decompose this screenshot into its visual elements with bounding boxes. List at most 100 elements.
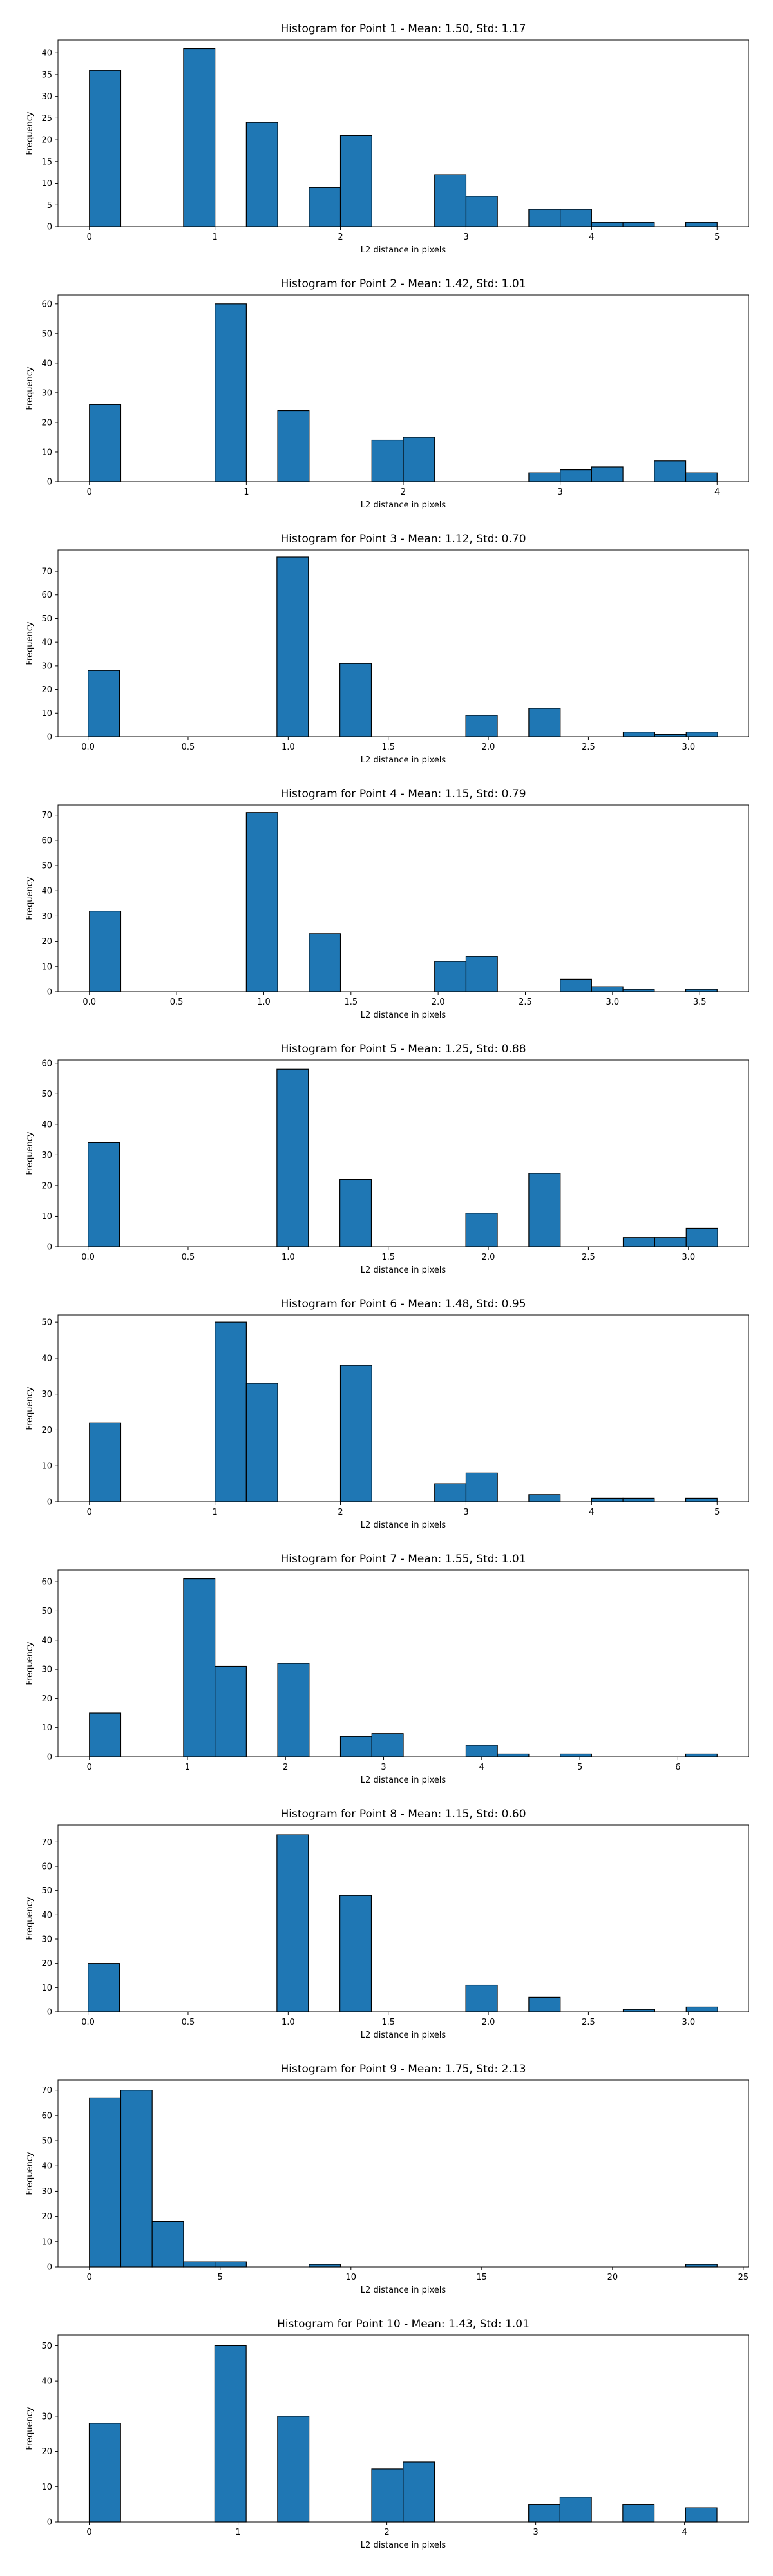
x-tick-label: 2.0 xyxy=(482,743,495,752)
histogram-bar xyxy=(277,2416,310,2523)
y-tick-label: 50 xyxy=(41,614,52,624)
y-axis-label: Frequency xyxy=(25,1132,35,1175)
x-tick-label: 10 xyxy=(346,2273,357,2282)
x-tick-label: 0.0 xyxy=(82,998,96,1007)
x-tick-label: 4 xyxy=(589,1508,594,1517)
x-axis-label: L2 distance in pixels xyxy=(361,755,446,764)
x-axis-label: L2 distance in pixels xyxy=(361,2541,446,2550)
x-axis-label: L2 distance in pixels xyxy=(361,2031,446,2040)
bars xyxy=(88,556,718,737)
histogram-bar xyxy=(622,222,655,227)
axes-frame xyxy=(57,39,749,227)
histogram-bar xyxy=(622,2504,655,2523)
chart-title: Histogram for Point 4 - Mean: 1.15, Std:… xyxy=(280,788,526,800)
histogram-bar xyxy=(654,1237,687,1247)
y-tick-label: 70 xyxy=(41,1838,52,1848)
histogram-bar xyxy=(654,460,687,482)
histogram-bar xyxy=(685,472,718,482)
y-tick-label: 30 xyxy=(41,92,52,102)
histogram-bar xyxy=(528,708,561,737)
y-tick-label: 20 xyxy=(41,1426,52,1435)
x-tick-label: 2 xyxy=(401,488,406,497)
x-tick-label: 0 xyxy=(87,1763,92,1772)
x-tick-label: 1 xyxy=(185,1763,190,1772)
y-tick-label: 0 xyxy=(47,1243,52,1253)
y-axis-label: Frequency xyxy=(25,1897,35,1940)
chart-title: Histogram for Point 7 - Mean: 1.55, Std:… xyxy=(280,1553,526,1566)
bars xyxy=(89,48,718,227)
histogram-bar xyxy=(622,732,655,737)
histogram-bar xyxy=(465,1213,498,1247)
histogram-bar xyxy=(89,1712,122,1757)
histogram-bar xyxy=(685,732,718,737)
x-tick-label: 1.5 xyxy=(381,1253,395,1262)
histogram-bar xyxy=(245,122,278,227)
histogram-bar xyxy=(591,986,624,992)
y-tick-label: 0 xyxy=(47,223,52,232)
x-tick-label: 3 xyxy=(533,2528,538,2537)
x-tick-label: 4 xyxy=(682,2528,687,2537)
y-tick-label: 20 xyxy=(41,2447,52,2457)
histogram-bar xyxy=(120,2090,153,2268)
y-tick-label: 10 xyxy=(41,179,52,189)
histogram-bar xyxy=(685,1753,718,1757)
histogram-bar xyxy=(339,1179,372,1247)
histogram-bar xyxy=(434,174,467,227)
histogram-bar xyxy=(465,956,498,992)
histogram-bar xyxy=(528,1996,561,2012)
x-tick-label: 0 xyxy=(87,232,92,242)
y-tick-label: 40 xyxy=(41,1636,52,1645)
axes-frame xyxy=(57,804,749,992)
histogram-bar xyxy=(528,1494,561,1502)
x-tick-label: 1 xyxy=(212,232,217,242)
histogram-bar xyxy=(276,1068,309,1247)
chart-title: Histogram for Point 9 - Mean: 1.75, Std:… xyxy=(280,2063,526,2076)
x-tick-label: 1.5 xyxy=(344,998,358,1007)
x-tick-label: 1.0 xyxy=(282,743,295,752)
y-tick-label: 25 xyxy=(41,114,52,124)
x-tick-label: 3.0 xyxy=(682,1253,695,1262)
histogram-bar xyxy=(371,439,404,482)
axes-frame xyxy=(57,2334,749,2523)
histogram-bar xyxy=(151,2221,184,2268)
x-tick-label: 5 xyxy=(577,1763,582,1772)
x-tick-label: 0 xyxy=(87,2273,92,2282)
x-tick-label: 1.5 xyxy=(381,743,395,752)
x-tick-label: 0.5 xyxy=(170,998,184,1007)
y-tick-label: 10 xyxy=(41,1984,52,1993)
y-tick-label: 20 xyxy=(41,1959,52,1969)
y-tick-label: 50 xyxy=(41,1886,52,1896)
histogram-bar xyxy=(183,1578,216,1757)
x-tick-label: 2.5 xyxy=(582,2018,595,2027)
y-tick-label: 0 xyxy=(47,988,52,998)
x-tick-label: 4 xyxy=(479,1763,484,1772)
histogram-chart-1: Histogram for Point 1 - Mean: 1.50, Std:… xyxy=(25,23,749,254)
y-tick-label: 40 xyxy=(41,359,52,368)
histogram-bar xyxy=(465,1745,498,1757)
x-tick-label: 0.0 xyxy=(81,2018,95,2027)
x-tick-label: 0.0 xyxy=(81,1253,95,1262)
histogram-chart-8: Histogram for Point 8 - Mean: 1.15, Std:… xyxy=(25,1808,749,2040)
bars xyxy=(89,2090,718,2268)
histogram-bar xyxy=(214,2345,247,2523)
y-tick-label: 10 xyxy=(41,709,52,719)
x-tick-label: 2 xyxy=(283,1763,288,1772)
y-tick-label: 60 xyxy=(41,1578,52,1587)
y-tick-label: 60 xyxy=(41,1862,52,1872)
x-tick-label: 0 xyxy=(86,2528,91,2537)
axes-frame xyxy=(57,1059,749,1247)
axes-frame xyxy=(57,1824,749,2012)
histogram-bar xyxy=(215,1665,247,1757)
y-tick-label: 0 xyxy=(47,733,52,743)
x-tick-label: 1.0 xyxy=(282,1253,295,1262)
y-tick-label: 40 xyxy=(41,887,52,896)
axes-frame xyxy=(57,549,749,737)
y-tick-label: 70 xyxy=(41,567,52,577)
y-axis-label: Frequency xyxy=(25,366,35,410)
x-tick-label: 5 xyxy=(218,2273,223,2282)
x-tick-label: 4 xyxy=(589,232,594,242)
histogram-chart-2: Histogram for Point 2 - Mean: 1.42, Std:… xyxy=(25,278,749,509)
histogram-bar xyxy=(622,989,655,992)
y-tick-label: 60 xyxy=(41,1059,52,1068)
